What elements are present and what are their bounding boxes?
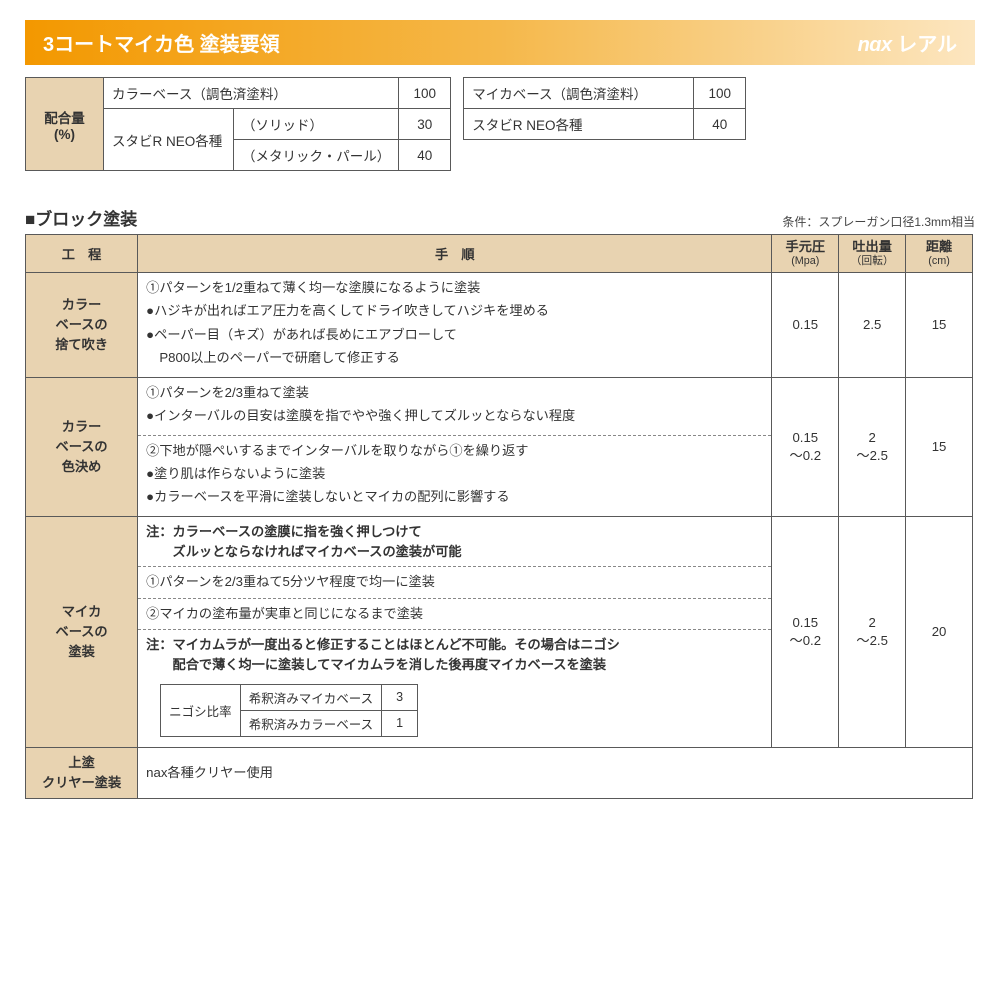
procedure-cell: ②下地が隠ぺいするまでインターバルを取りながら①を繰り返す ●塗り肌は作らないよ… [138, 435, 772, 516]
stage-cell: カラー ベースの 捨て吹き [26, 272, 138, 377]
table-cell: 100 [694, 78, 746, 109]
stage-cell: マイカ ベースの 塗装 [26, 516, 138, 747]
col-procedure: 手 順 [138, 235, 772, 273]
stage-cell: カラー ベースの 色決め [26, 377, 138, 516]
block-condition: 条件：スプレーガン口径1.3mm相当 [782, 213, 975, 230]
volume-cell: 2 〜2.5 [839, 516, 906, 747]
table-cell: 希釈済みマイカベース [240, 684, 381, 710]
pressure-cell: 0.15 [772, 272, 839, 377]
table-cell: 希釈済みカラーベース [240, 710, 381, 736]
pressure-cell: 0.15 〜0.2 [772, 377, 839, 516]
distance-cell: 20 [906, 516, 973, 747]
table-row: カラー ベースの 色決め ①パターンを2/3重ねて塗装 ●インターバルの目安は塗… [26, 377, 973, 435]
banner-title: 3コートマイカ色 塗装要領 [43, 28, 280, 57]
table-cell: カラーベース（調色済塗料） [104, 78, 399, 109]
block-section-title: ■ブロック塗装 [25, 205, 137, 230]
col-volume: 吐出量（回転） [839, 235, 906, 273]
table-row: 上塗 クリヤー塗装 nax各種クリヤー使用 [26, 747, 973, 798]
distance-cell: 15 [906, 272, 973, 377]
table-row: マイカ ベースの 塗装 注：カラーベースの塗膜に指を強く押しつけて ズルッとなら… [26, 516, 973, 567]
table-cell: スタビR NEO各種 [104, 109, 234, 171]
volume-cell: 2.5 [839, 272, 906, 377]
title-banner: 3コートマイカ色 塗装要領 nɑx レアル [25, 20, 975, 65]
table-cell: スタビR NEO各種 [464, 109, 694, 140]
volume-cell: 2 〜2.5 [839, 377, 906, 516]
procedure-cell: nax各種クリヤー使用 [138, 747, 973, 798]
nigoshi-table: ニゴシ比率 希釈済みマイカベース 3 希釈済みカラーベース 1 [160, 684, 418, 737]
col-distance: 距離(cm) [906, 235, 973, 273]
table-cell: 3 [382, 684, 418, 710]
mix1-header: 配合量 (%) [26, 78, 104, 171]
procedure-note: 注：カラーベースの塗膜に指を強く押しつけて ズルッとならなければマイカベースの塗… [138, 516, 772, 567]
col-stage: 工 程 [26, 235, 138, 273]
table-cell: （メタリック・パール） [234, 140, 399, 171]
mix-table-1: 配合量 (%) カラーベース（調色済塗料） 100 スタビR NEO各種 （ソリ… [25, 77, 451, 171]
col-pressure: 手元圧(Mpa) [772, 235, 839, 273]
table-cell: 100 [399, 78, 451, 109]
table-cell: ニゴシ比率 [161, 684, 241, 736]
mix-tables: 配合量 (%) カラーベース（調色済塗料） 100 スタビR NEO各種 （ソリ… [25, 77, 975, 171]
table-cell: 30 [399, 109, 451, 140]
table-cell: マイカベース（調色済塗料） [464, 78, 694, 109]
procedure-note: 注：マイカムラが一度出ると修正することはほとんど不可能。その場合はニゴシ 配合で… [138, 630, 772, 680]
table-cell: （ソリッド） [234, 109, 399, 140]
block-painting-table: 工 程 手 順 手元圧(Mpa) 吐出量（回転） 距離(cm) カラー ベースの… [25, 234, 973, 799]
procedure-cell: ①パターンを2/3重ねて5分ツヤ程度で均一に塗装 [138, 567, 772, 598]
stage-cell: 上塗 クリヤー塗装 [26, 747, 138, 798]
mix-table-2: マイカベース（調色済塗料） 100 スタビR NEO各種 40 [463, 77, 746, 140]
distance-cell: 15 [906, 377, 973, 516]
procedure-cell: ②マイカの塗布量が実車と同じになるまで塗装 [138, 598, 772, 629]
banner-brand: nɑx レアル [858, 28, 957, 57]
table-cell: 1 [382, 710, 418, 736]
table-row: カラー ベースの 捨て吹き ①パターンを1/2重ねて薄く均一な塗膜になるように塗… [26, 272, 973, 377]
pressure-cell: 0.15 〜0.2 [772, 516, 839, 747]
table-cell: 40 [399, 140, 451, 171]
procedure-cell: ①パターンを1/2重ねて薄く均一な塗膜になるように塗装 ●ハジキが出ればエア圧力… [138, 272, 772, 377]
procedure-cell: ①パターンを2/3重ねて塗装 ●インターバルの目安は塗膜を指でやや強く押してズル… [138, 377, 772, 435]
mini-table-cell: ニゴシ比率 希釈済みマイカベース 3 希釈済みカラーベース 1 [138, 680, 772, 748]
table-cell: 40 [694, 109, 746, 140]
